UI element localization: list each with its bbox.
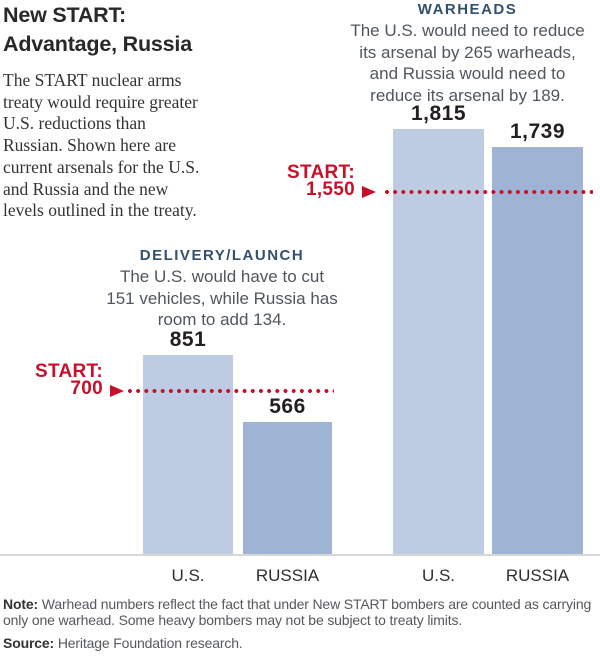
note-label: Note: [3, 596, 39, 612]
delivery-group-description: The U.S. would have to cut 151 vehicles,… [106, 267, 338, 329]
source-text: Source: Heritage Foundation research. [3, 635, 243, 651]
start-limit-label: START: 700 [35, 360, 103, 399]
delivery-annotation: DELIVERY/LAUNCH The U.S. would have to c… [72, 247, 372, 331]
start-dotted-line [385, 189, 593, 194]
start-dotted-line [128, 388, 334, 393]
note-text: Note: Warhead numbers reflect the fact t… [3, 596, 592, 628]
source-label: Source: [3, 635, 55, 651]
intro-paragraph: The START nuclear arms treaty would requ… [3, 70, 200, 221]
bar-us-warheads: 1,815 [393, 102, 484, 555]
bar-value-label: 566 [269, 395, 306, 419]
bar-russia-delivery: 566 [243, 395, 332, 555]
x-axis-baseline [0, 554, 600, 556]
bar-value-label: 1,815 [410, 102, 467, 126]
page-title: New START: Advantage, Russia [3, 3, 192, 56]
bar-us-delivery: 851 [143, 328, 233, 555]
arrow-right-icon [362, 185, 376, 198]
warheads-group-description: The U.S. would need to reduce its arsena… [350, 21, 585, 105]
bar-value-label: 1,739 [509, 120, 566, 144]
warheads-group-heading: WARHEADS [417, 1, 518, 18]
category-label-us-delivery: U.S. [171, 566, 205, 585]
bar-russia-warheads: 1,739 [492, 120, 583, 555]
warheads-annotation: WARHEADS The U.S. would need to reduce i… [310, 1, 600, 106]
category-label-us-warheads: U.S. [421, 566, 456, 585]
start-limit-label: START: 1,550 [287, 161, 355, 200]
delivery-group-heading: DELIVERY/LAUNCH [139, 247, 305, 264]
bar-value-label: 851 [169, 328, 207, 352]
category-label-russia-delivery: RUSSIA [255, 566, 320, 585]
category-label-russia-warheads: RUSSIA [505, 566, 570, 585]
arrow-right-icon [110, 384, 124, 397]
